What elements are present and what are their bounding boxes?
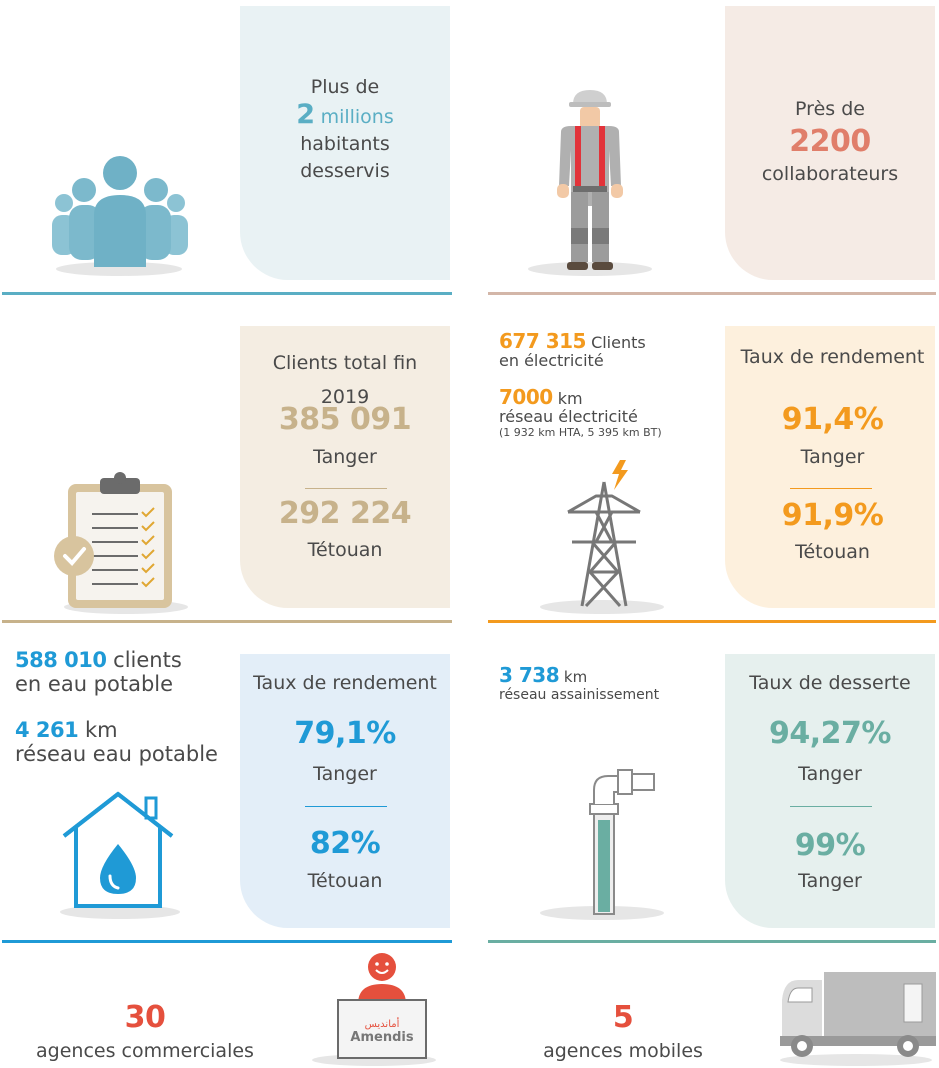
sanitation-label1: Tanger xyxy=(798,763,862,785)
clients-panel xyxy=(240,326,450,608)
water-clients-line2: en eau potable xyxy=(15,672,174,696)
inhabitants-panel xyxy=(240,6,450,280)
water-yield-panel xyxy=(240,654,450,928)
sanitation-title: Taux de desserte xyxy=(749,672,911,694)
sanitation-network: 3 738 km réseau assainissement xyxy=(499,663,660,704)
electricity-network-number: 7000 xyxy=(499,385,553,409)
truck-shadow xyxy=(780,1054,932,1066)
clients-tanger-value: 385 091 xyxy=(278,402,412,437)
inhabitants-number: 2 xyxy=(296,99,315,130)
sanitation-label2: Tanger xyxy=(798,870,862,892)
people-icon xyxy=(50,155,190,270)
clients-title-line2: 2019 xyxy=(320,386,370,408)
water-yield-title: Taux de rendement xyxy=(253,672,437,694)
staff-label: collaborateurs xyxy=(761,163,899,185)
clients-tanger-label: Tanger xyxy=(313,446,377,468)
water-clients: 588 010 clients en eau potable xyxy=(15,648,182,696)
house-shadow xyxy=(60,905,180,919)
agent-desk-icon xyxy=(336,950,428,1062)
commercial-agencies-label: agences commerciales xyxy=(36,1040,254,1062)
electricity-rule xyxy=(488,620,936,623)
water-clients-label: clients xyxy=(113,648,182,672)
electricity-clients-line2: en électricité xyxy=(499,351,604,370)
clients-separator xyxy=(305,488,387,489)
commercial-agencies-number: 30 xyxy=(124,1000,166,1035)
pylon-icon xyxy=(562,460,646,608)
inhabitants-unit: millions xyxy=(320,106,394,128)
water-network: 4 261 km réseau eau potable xyxy=(15,718,218,766)
clipboard-icon xyxy=(52,470,176,610)
clients-tetouan-label: Tétouan xyxy=(307,539,383,561)
amendis-sign-arabic: أمانديس xyxy=(364,1019,400,1030)
water-network-number: 4 261 xyxy=(15,718,79,742)
clients-rule xyxy=(2,620,452,623)
people-shadow xyxy=(56,262,182,276)
staff-number: 2200 xyxy=(789,124,871,159)
electricity-tetouan-value: 91,9% xyxy=(781,498,884,533)
electricity-clients: 677 315 Clients en électricité xyxy=(499,329,646,370)
electricity-network-unit: km xyxy=(557,389,583,408)
inhabitants-line2: desservis xyxy=(300,160,390,182)
staff-text: Près de 2200 collaborateurs xyxy=(725,96,935,188)
electricity-separator xyxy=(790,488,872,489)
water-clients-number: 588 010 xyxy=(15,648,107,672)
water-tetouan-label: Tétouan xyxy=(307,870,383,892)
inhabitants-number-line: 2 millions xyxy=(240,101,450,131)
water-separator xyxy=(305,806,387,807)
sanitation-panel xyxy=(725,654,935,928)
electricity-clients-label: Clients xyxy=(591,333,646,352)
electricity-tanger-value: 91,4% xyxy=(781,402,884,437)
inhabitants-prefix: Plus de xyxy=(310,76,380,98)
electricity-tetouan-label: Tétouan xyxy=(795,541,870,563)
house-drop-icon xyxy=(60,791,176,910)
clients-title: Clients total fin 2019 xyxy=(240,346,450,414)
sanitation-network-number: 3 738 xyxy=(499,663,560,687)
electricity-network-detail: (1 932 km HTA, 5 395 km BT) xyxy=(499,426,662,439)
inhabitants-line1: habitants xyxy=(300,133,390,155)
water-network-label: réseau eau potable xyxy=(15,742,218,766)
electricity-tanger-label: Tanger xyxy=(800,446,865,468)
worker-icon xyxy=(553,88,627,273)
water-network-unit: km xyxy=(84,718,118,742)
electricity-network: 7000 km réseau électricité (1 932 km HTA… xyxy=(499,385,662,440)
staff-rule xyxy=(488,292,936,295)
staff-panel xyxy=(725,6,935,280)
sanitation-network-unit: km xyxy=(563,668,588,686)
sanitation-network-label: réseau assainissement xyxy=(499,687,660,703)
mobile-agencies-label: agences mobiles xyxy=(543,1040,703,1062)
clients-tetouan-value: 292 224 xyxy=(278,496,412,531)
electricity-network-label: réseau électricité xyxy=(499,407,638,426)
water-rule xyxy=(2,940,452,943)
sanitation-separator xyxy=(790,806,872,807)
pipe-icon xyxy=(586,766,658,916)
amendis-sign-latin: Amendis xyxy=(350,1030,414,1045)
sanitation-value2: 99% xyxy=(794,828,866,863)
electricity-yield-title: Taux de rendement xyxy=(740,346,925,368)
mobile-agencies-number: 5 xyxy=(612,1000,634,1035)
electricity-yield-panel xyxy=(725,326,935,608)
sanitation-value1: 94,27% xyxy=(769,716,891,751)
inhabitants-rule xyxy=(2,292,452,295)
water-tetouan-value: 82% xyxy=(309,826,381,861)
sanitation-rule xyxy=(488,940,936,943)
staff-prefix: Près de xyxy=(795,98,865,120)
electricity-clients-number: 677 315 xyxy=(499,329,586,353)
worker-shadow xyxy=(528,262,652,276)
water-tanger-label: Tanger xyxy=(313,763,377,785)
truck-icon xyxy=(780,970,936,1062)
clients-title-line1: Clients total fin xyxy=(272,352,418,374)
inhabitants-text: Plus de 2 millions habitants desservis xyxy=(240,74,450,185)
pylon-shadow xyxy=(540,600,664,614)
water-tanger-value: 79,1% xyxy=(294,716,396,751)
